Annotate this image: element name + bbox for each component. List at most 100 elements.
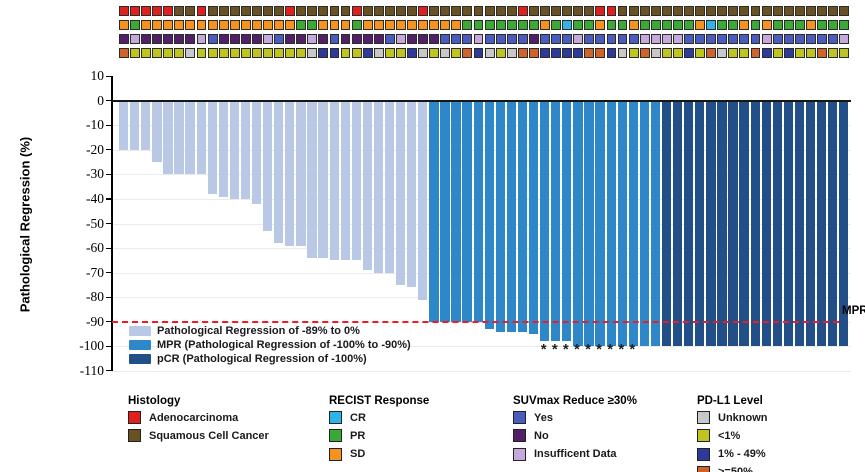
annotation-square bbox=[163, 20, 174, 30]
annotation-square bbox=[639, 20, 650, 30]
annotation-square bbox=[484, 6, 495, 16]
bar bbox=[772, 101, 783, 347]
annotation-square bbox=[528, 6, 539, 16]
annotation-square bbox=[351, 48, 362, 58]
bar bbox=[229, 101, 240, 199]
annotation-square bbox=[695, 34, 706, 44]
legend-label: Insufficent Data bbox=[534, 448, 617, 461]
annotation-square bbox=[695, 48, 706, 58]
annotation-square bbox=[684, 20, 694, 30]
annotation-square bbox=[495, 6, 506, 16]
annotation-square bbox=[418, 6, 429, 16]
annotation-square bbox=[207, 20, 218, 30]
annotation-square bbox=[329, 48, 340, 58]
annotation-square bbox=[595, 6, 606, 16]
annotation-square bbox=[540, 6, 550, 16]
annotation-square bbox=[440, 48, 451, 58]
y-tick-mark bbox=[106, 124, 112, 126]
annotation-square bbox=[229, 6, 240, 16]
asterisk-marker: * bbox=[562, 341, 569, 358]
annotation-square bbox=[639, 34, 650, 44]
annotation-square bbox=[396, 34, 406, 44]
asterisk-marker: * bbox=[618, 341, 625, 358]
legend-swatch bbox=[513, 429, 526, 443]
legend-label: >=50% bbox=[718, 466, 753, 472]
annotation-square bbox=[196, 20, 207, 30]
annotation-square bbox=[362, 48, 373, 58]
annotation-square bbox=[418, 20, 429, 30]
annotation-square bbox=[185, 48, 196, 58]
annotation-square bbox=[407, 48, 417, 58]
annotation-square bbox=[739, 6, 750, 16]
annotation-square bbox=[362, 34, 373, 44]
y-tick-label: -90 bbox=[86, 313, 104, 329]
annotation-square bbox=[584, 48, 595, 58]
annotation-square bbox=[462, 20, 473, 30]
annotation-square bbox=[307, 48, 318, 58]
y-tick-mark bbox=[106, 247, 112, 249]
annotation-square bbox=[196, 34, 207, 44]
y-tick-label: -30 bbox=[86, 166, 104, 182]
annotation-square bbox=[119, 34, 129, 44]
y-tick-mark bbox=[106, 75, 112, 77]
bar bbox=[484, 101, 494, 330]
bar bbox=[528, 101, 539, 334]
y-tick-mark bbox=[106, 198, 112, 200]
asterisk-marker: * bbox=[540, 341, 547, 358]
annotation-square bbox=[805, 20, 816, 30]
annotation-square bbox=[384, 6, 395, 16]
annotation-square bbox=[573, 20, 584, 30]
annotation-square bbox=[285, 6, 296, 16]
bar bbox=[240, 101, 251, 199]
legend-label: Unknown bbox=[718, 411, 768, 424]
annotation-square bbox=[285, 48, 296, 58]
annotation-square bbox=[650, 20, 661, 30]
annotation-square bbox=[396, 20, 406, 30]
legend-group-title: PD-L1 Level bbox=[697, 395, 763, 407]
annotation-square bbox=[251, 6, 262, 16]
annotation-square bbox=[141, 6, 152, 16]
annotation-square bbox=[185, 20, 196, 30]
bar bbox=[440, 101, 450, 322]
y-tick-label: -70 bbox=[86, 264, 104, 280]
annotation-square bbox=[274, 6, 284, 16]
annotation-square bbox=[528, 34, 539, 44]
bar bbox=[329, 101, 339, 261]
y-tick-label: -60 bbox=[86, 240, 104, 256]
bar bbox=[617, 101, 627, 347]
annotation-square bbox=[506, 20, 517, 30]
annotation-square bbox=[329, 6, 340, 16]
annotation-square bbox=[606, 20, 617, 30]
annotation-square bbox=[628, 6, 639, 16]
bar bbox=[318, 101, 328, 258]
annotation-square bbox=[628, 20, 639, 30]
annotation-square bbox=[761, 6, 772, 16]
annotation-square bbox=[473, 20, 484, 30]
legend-label: pCR (Pathological Regression of -100%) bbox=[157, 353, 367, 365]
annotation-square bbox=[152, 48, 163, 58]
bar bbox=[573, 101, 583, 347]
annotation-square bbox=[163, 6, 174, 16]
annotation-square bbox=[174, 6, 185, 16]
bar bbox=[340, 101, 350, 261]
bar bbox=[562, 101, 572, 342]
annotation-square bbox=[717, 6, 728, 16]
annotation-square bbox=[717, 48, 728, 58]
annotation-square bbox=[429, 34, 440, 44]
annotation-square bbox=[817, 6, 827, 16]
bar bbox=[739, 101, 749, 347]
annotation-square bbox=[772, 34, 783, 44]
annotation-square bbox=[506, 6, 517, 16]
annotation-square bbox=[318, 48, 329, 58]
annotation-square bbox=[573, 48, 584, 58]
bar bbox=[817, 101, 827, 347]
bar bbox=[794, 101, 805, 347]
legend-swatch bbox=[697, 429, 710, 443]
annotation-square bbox=[617, 48, 628, 58]
annotation-square bbox=[772, 48, 783, 58]
legend-swatch bbox=[129, 340, 151, 350]
y-tick-mark bbox=[106, 173, 112, 176]
annotation-square bbox=[639, 6, 650, 16]
annotation-square bbox=[551, 20, 561, 30]
annotation-square bbox=[595, 48, 606, 58]
